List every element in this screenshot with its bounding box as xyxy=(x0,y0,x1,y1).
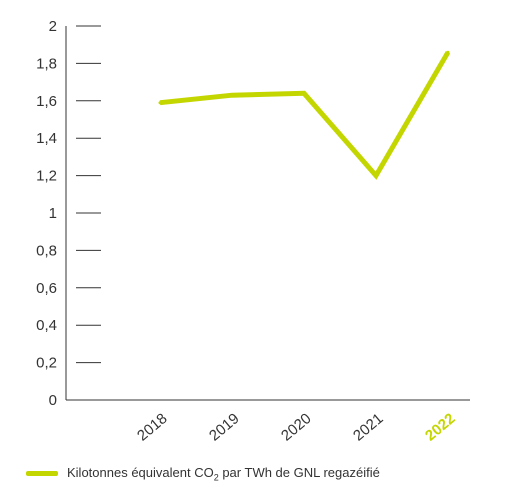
y-tick-label: 0,4 xyxy=(36,317,57,334)
y-tick-label: 1,6 xyxy=(36,93,57,110)
data-point xyxy=(302,91,306,95)
x-tick-label: 2020 xyxy=(278,410,314,444)
y-tick-label: 1 xyxy=(49,205,57,222)
y-tick-label: 2 xyxy=(49,18,57,35)
y-tick-label: 1,8 xyxy=(36,55,57,72)
y-axis: 0 0,2 0,4 0,6 0,8 1 1,2 1,4 1,6 1,8 2 xyxy=(36,18,101,409)
y-tick-label: 0,8 xyxy=(36,242,57,259)
legend-label: Kilotonnes équivalent CO2 par TWh de GNL… xyxy=(67,465,380,483)
data-point xyxy=(230,93,234,97)
data-point xyxy=(374,174,378,178)
x-tick-label: 2018 xyxy=(134,410,170,444)
legend-swatch xyxy=(26,471,58,477)
y-tick-label: 0 xyxy=(49,392,57,409)
legend: Kilotonnes équivalent CO2 par TWh de GNL… xyxy=(26,465,380,483)
data-point xyxy=(446,50,450,54)
series-layer xyxy=(158,50,451,180)
series-line xyxy=(159,50,451,180)
y-tick-label: 1,4 xyxy=(36,130,57,147)
data-point xyxy=(158,101,162,105)
y-tick-label: 0,6 xyxy=(36,280,57,297)
x-tick-label: 2019 xyxy=(206,410,242,444)
x-axis: 2018 2019 2020 2021 2022 xyxy=(66,399,470,445)
x-tick-label: 2021 xyxy=(350,410,386,444)
x-tick-label: 2022 xyxy=(422,410,458,444)
y-tick-label: 0,2 xyxy=(36,355,57,372)
y-tick-label: 1,2 xyxy=(36,168,57,185)
